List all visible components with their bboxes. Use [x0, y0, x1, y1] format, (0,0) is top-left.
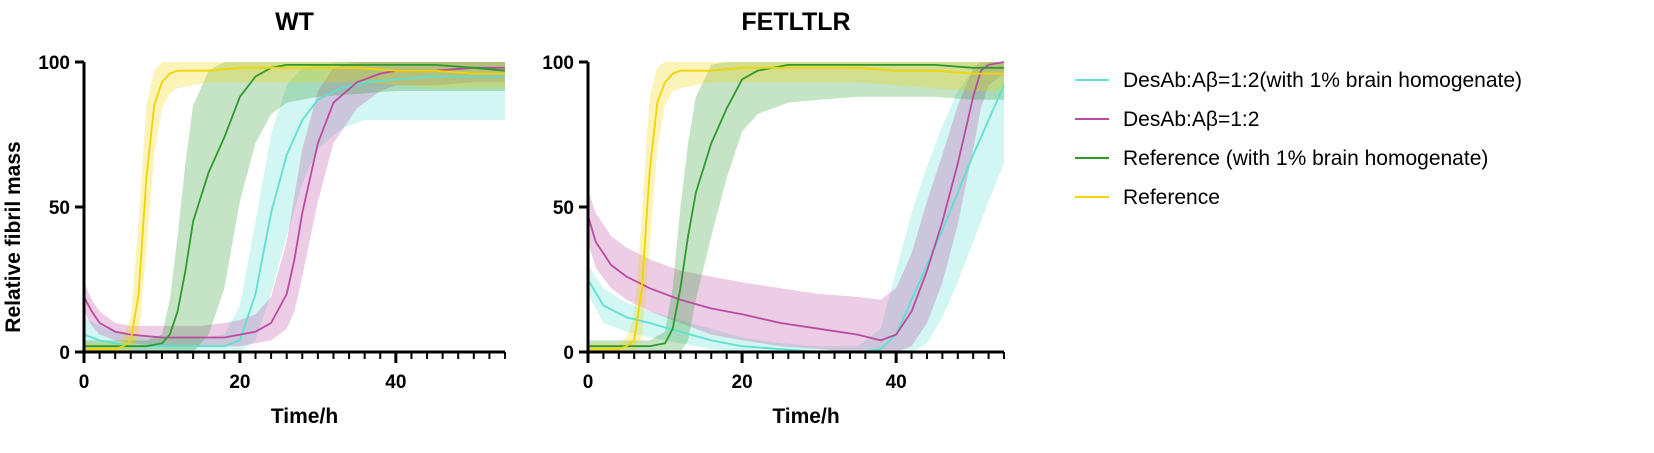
y-tick-label: 0 [59, 343, 70, 364]
y-axis-title: Relative fibril mass [2, 141, 25, 332]
series-line-reference [84, 66, 505, 351]
chart-panel-fetltlr: FETLTLR 0 50 100 0 20 40 Time/h [542, 8, 1005, 428]
legend-item-reference: Reference [1075, 186, 1220, 209]
panel-title: FETLTLR [741, 8, 850, 36]
x-axis-title: Time/h [772, 405, 839, 428]
legend-label: Reference (with 1% brain homogenate) [1123, 147, 1488, 170]
series-line-reference-with-1-brain-homogenate [84, 64, 506, 348]
error-band-desab-a-1-2 [588, 62, 1004, 352]
y-tick-label: 100 [38, 53, 70, 74]
legend-label: DesAb:Aβ=1:2(with 1% brain homogenate) [1123, 69, 1522, 92]
error-band-desab-a-1-2-with-1-brain-homogenate [84, 62, 505, 352]
error-band-desab-a-1-2 [84, 62, 505, 347]
y-tick-label: 0 [563, 343, 574, 364]
x-axis-title: Time/h [271, 405, 338, 428]
y-tick-label: 50 [553, 198, 574, 219]
series-line-desab-a-1-2 [83, 66, 505, 339]
y-tick-label: 100 [542, 53, 574, 74]
x-tick-label: 40 [385, 372, 406, 393]
error-band-reference-with-1-brain-homogenate [84, 62, 505, 352]
x-tick-label: 0 [583, 372, 594, 393]
series-line-desab-a-1-2 [587, 61, 1005, 342]
y-tick-label: 50 [49, 198, 70, 219]
legend-item-reference-with-1-brain-homogenate: Reference (with 1% brain homogenate) [1075, 147, 1488, 170]
chart-panel-wt: WT 0 50 100 0 20 40 Time/h Relative fibril mass [2, 8, 506, 428]
x-tick-label: 20 [229, 372, 250, 393]
error-band-desab-a-1-2-with-1-brain-homogenate [588, 62, 1004, 352]
x-tick-label: 20 [732, 372, 753, 393]
x-tick-label: 40 [886, 372, 907, 393]
legend-item-desab-a-1-2-with-1-brain-homogenate: DesAb:Aβ=1:2(with 1% brain homogenate) [1075, 69, 1522, 92]
legend-item-desab-a-1-2: DesAb:Aβ=1:2 [1075, 108, 1259, 131]
x-tick-label: 0 [79, 372, 90, 393]
legend-label: Reference [1123, 186, 1220, 209]
series-line-reference [588, 66, 1004, 351]
chart-panels: WT 0 50 100 0 20 40 Time/h Relative fibril mass F… [2, 8, 1005, 428]
series-line-reference-with-1-brain-homogenate [588, 64, 1004, 348]
legend-label: DesAb:Aβ=1:2 [1123, 108, 1259, 131]
legend: DesAb:Aβ=1:2(with 1% brain homogenate) De… [1075, 69, 1522, 209]
panel-title: WT [275, 8, 314, 36]
error-band-reference-with-1-brain-homogenate [588, 62, 1004, 352]
